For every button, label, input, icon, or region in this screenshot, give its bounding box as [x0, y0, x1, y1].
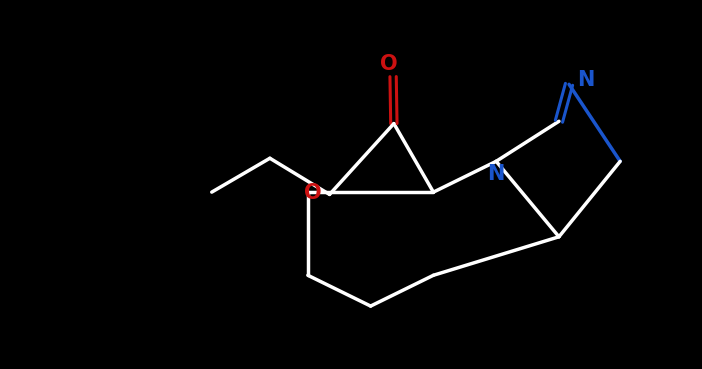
Text: O: O [304, 183, 322, 203]
Text: O: O [380, 54, 398, 73]
Text: N: N [487, 165, 505, 184]
Text: N: N [577, 70, 595, 90]
